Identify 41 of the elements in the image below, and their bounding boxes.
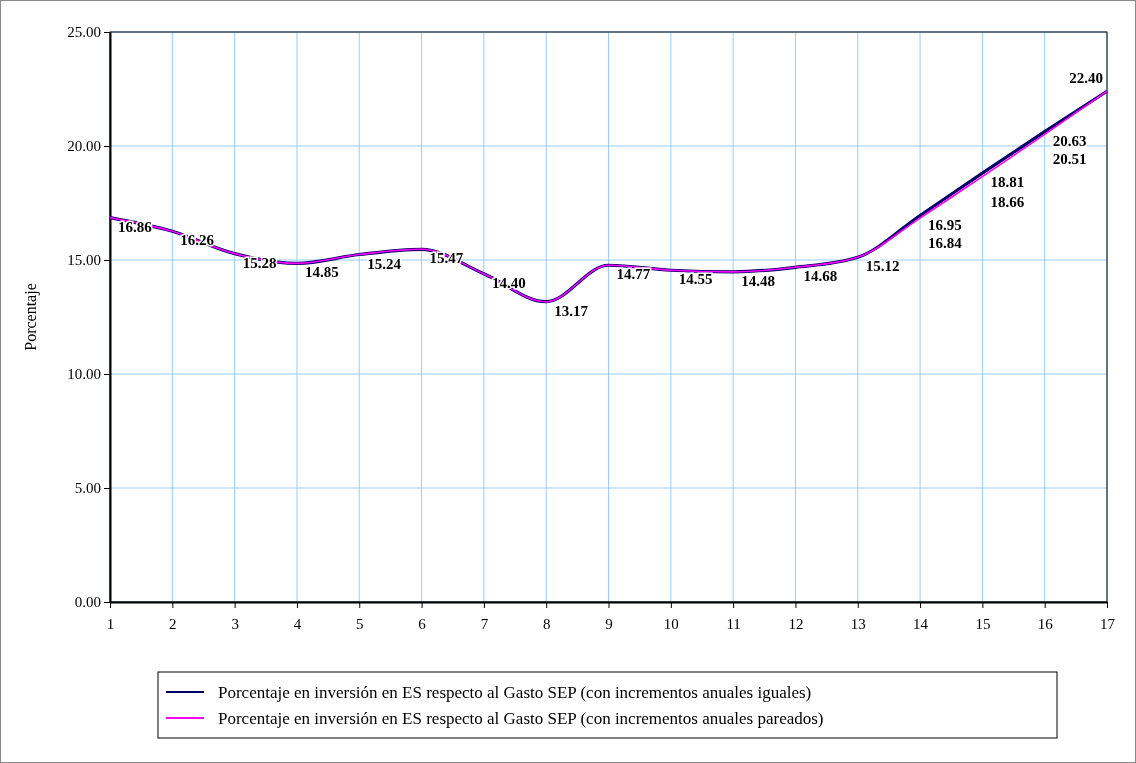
data-label: 13.17 [554, 302, 589, 319]
data-label: 22.40 [1069, 70, 1103, 87]
data-label: 18.66 [990, 193, 1025, 210]
x-tick-label: 17 [1100, 616, 1116, 632]
data-label: 15.12 [865, 258, 900, 275]
data-label: 16.84 [928, 235, 963, 252]
data-label: 18.81 [990, 174, 1025, 191]
x-tick-label: 12 [788, 616, 804, 632]
data-label: 20.51 [1052, 151, 1087, 168]
y-tick-label: 10.00 [67, 366, 101, 383]
data-label: 14.68 [803, 268, 838, 285]
data-label: 14.48 [741, 272, 775, 289]
x-tick-label: 8 [542, 616, 551, 632]
data-label: 16.95 [928, 216, 962, 233]
x-tick-label: 4 [293, 616, 302, 632]
x-tick-label: 15 [975, 616, 991, 632]
x-tick-label: 11 [726, 616, 741, 632]
legend-label: Porcentaje en inversión en ES respecto al Gasto SEP (con incrementos anuales iguales) [218, 683, 812, 702]
data-label: 20.63 [1052, 132, 1087, 149]
y-tick-label: 5.00 [74, 480, 101, 497]
x-tick-label: 14 [913, 616, 929, 632]
y-tick-label: 15.00 [67, 252, 101, 269]
x-tick-label: 1 [106, 616, 115, 632]
y-tick-label: 0.00 [74, 594, 101, 611]
data-label: 14.85 [304, 264, 339, 281]
x-tick-label: 6 [418, 616, 427, 632]
data-label: 15.24 [367, 255, 402, 272]
legend-label: Porcentaje en inversión en ES respecto al Gasto SEP (con incrementos anuales pareados) [218, 709, 824, 728]
x-tick-label: 5 [356, 616, 364, 632]
y-tick-label: 20.00 [67, 138, 101, 155]
x-tick-label: 9 [605, 616, 613, 632]
data-label: 14.55 [678, 271, 713, 288]
x-tick-label: 13 [850, 616, 866, 632]
x-tick-label: 7 [480, 616, 489, 632]
y-axis-title: Porcentaje [22, 283, 40, 351]
x-tick-label: 2 [169, 616, 177, 632]
y-tick-label: 25.00 [67, 24, 101, 41]
x-tick-label: 10 [663, 616, 679, 632]
data-label: 14.77 [616, 266, 651, 283]
x-tick-label: 16 [1037, 616, 1054, 632]
x-tick-label: 3 [231, 616, 239, 632]
